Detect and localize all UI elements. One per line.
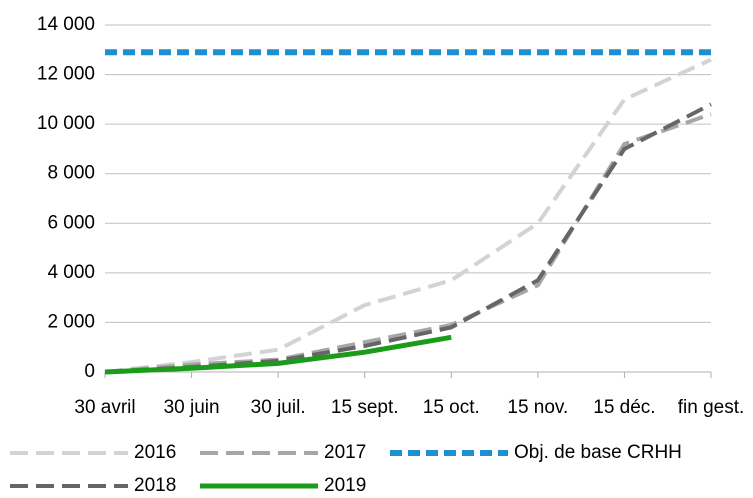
y-tick-label: 14 000 <box>37 14 95 35</box>
x-tick-label: 30 juil. <box>251 397 306 418</box>
y-tick-label: 6 000 <box>47 212 95 233</box>
y-tick-label: 10 000 <box>37 113 95 134</box>
x-tick-label: fin gest. <box>678 397 745 418</box>
y-tick-label: 8 000 <box>47 163 95 184</box>
series-line <box>104 57 712 374</box>
series-line <box>104 102 712 374</box>
legend-label: 2018 <box>134 475 176 493</box>
x-tick-label: 30 avril <box>74 397 135 418</box>
x-tick-label: 30 juin <box>164 397 220 418</box>
y-tick-label: 2 000 <box>47 311 95 332</box>
y-tick-label: 0 <box>84 361 95 382</box>
series-line <box>104 334 452 375</box>
legend-label: Obj. de base CRHH <box>514 442 682 463</box>
legend-label: 2017 <box>324 442 366 463</box>
x-tick-label: 15 oct. <box>423 397 480 418</box>
y-tick-label: 12 000 <box>37 64 95 85</box>
legend-label: 2016 <box>134 442 176 463</box>
y-tick-label: 4 000 <box>47 262 95 283</box>
x-tick-label: 15 nov. <box>507 397 568 418</box>
legend-label: 2019 <box>324 475 366 493</box>
x-tick-label: 15 déc. <box>593 397 655 418</box>
x-tick-label: 15 sept. <box>331 397 399 418</box>
